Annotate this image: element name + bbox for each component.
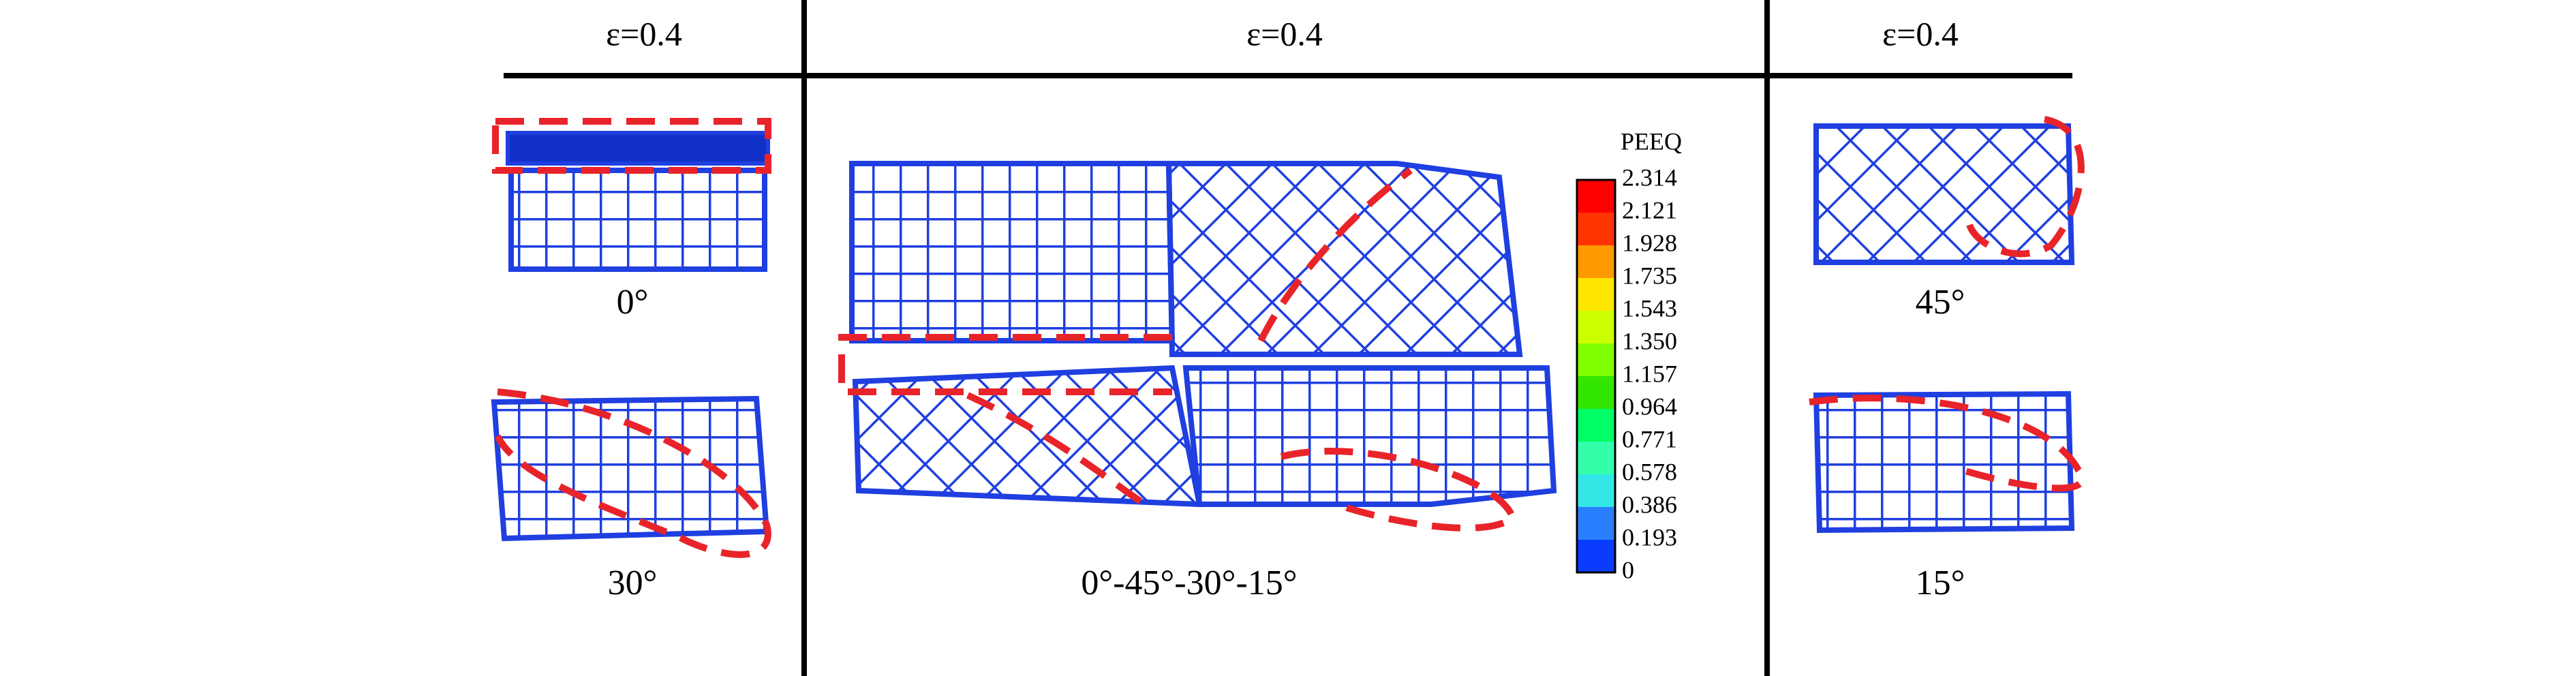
mesh-15deg [1809, 390, 2086, 534]
legend-label: 0.964 [1622, 393, 1677, 420]
legend-label: 1.543 [1622, 294, 1677, 322]
legend-labels: 2.314 2.121 1.928 1.735 1.543 1.350 1.157 0.964… [1622, 164, 1677, 583]
legend-label: 1.157 [1622, 360, 1677, 387]
mesh-combined [838, 161, 1557, 532]
legend-label: 2.121 [1622, 196, 1677, 224]
legend-label: 2.314 [1622, 164, 1677, 191]
mesh-30deg [491, 388, 771, 558]
panel-label: 0° [617, 283, 649, 322]
colorbar [1576, 179, 1616, 574]
header: ε=0.4 [1246, 14, 1323, 52]
legend-label: 0.771 [1622, 425, 1677, 452]
legend-label: 1.735 [1622, 262, 1677, 289]
panel-label: 0°-45°-30°-15° [1081, 564, 1297, 602]
legend-label: 1.350 [1622, 327, 1677, 354]
legend-label: 0.578 [1622, 458, 1677, 485]
panel-label: 30° [608, 564, 658, 602]
mesh-0deg [492, 118, 771, 272]
panel-label: 15° [1916, 564, 1965, 602]
mesh-45deg [1813, 116, 2085, 265]
legend-label: 0.386 [1622, 491, 1677, 518]
legend-label: 0 [1622, 556, 1634, 583]
panel-label: 45° [1916, 283, 1965, 322]
legend-label: 1.928 [1622, 229, 1677, 256]
header: ε=0.4 [1882, 14, 1959, 52]
header: ε=0.4 [606, 14, 682, 52]
legend-label: 0.193 [1622, 523, 1677, 551]
legend-title: PEEQ [1621, 127, 1682, 155]
